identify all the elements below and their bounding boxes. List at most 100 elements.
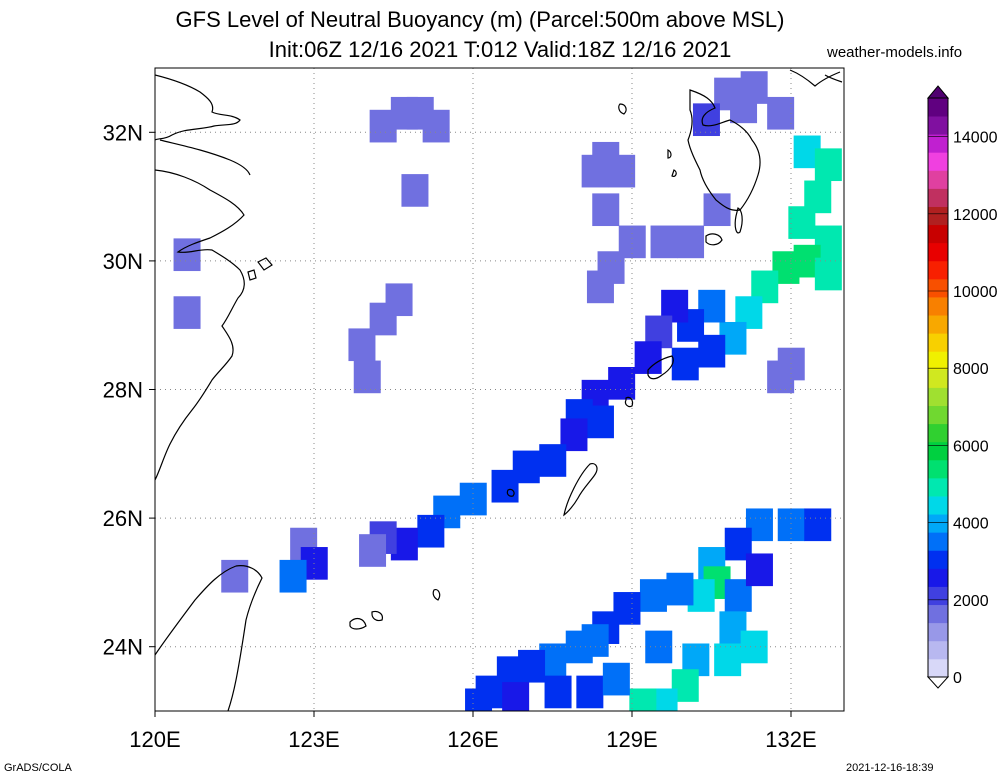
coastlines — [155, 69, 843, 711]
colorbar-segment — [928, 278, 948, 298]
colorbar-segment — [928, 423, 948, 443]
data-cell — [608, 366, 636, 400]
colorbar-segment — [928, 369, 948, 388]
data-cell — [602, 662, 630, 696]
data-cell — [459, 482, 487, 516]
tick-label-lat: 28N — [103, 378, 143, 403]
gridlines — [155, 68, 844, 711]
colorbar-segment — [928, 224, 948, 244]
colorbar-segment — [928, 351, 948, 370]
colorbar-tick-label: 14000 — [953, 130, 998, 147]
colorbar: 0 2000 4000 6000 8000 10000 12000 14000 — [926, 85, 998, 689]
coastline-shikoku — [789, 69, 841, 87]
coastline-zhoushan — [247, 257, 273, 281]
data-cell — [645, 630, 673, 664]
data-cell — [581, 154, 609, 188]
colorbar-segments — [928, 98, 948, 678]
data-cell — [740, 630, 768, 664]
island-kume — [506, 488, 515, 497]
island-jeju — [824, 74, 843, 83]
island-koshiki — [667, 149, 677, 177]
data-cell — [677, 225, 705, 259]
colorbar-segment — [928, 586, 948, 606]
colorbar-segment — [928, 387, 948, 406]
colorbar-segment — [928, 496, 948, 515]
data-cell — [539, 444, 567, 477]
data-cell — [502, 682, 530, 711]
coastline-china — [155, 74, 241, 141]
colorbar-segment — [928, 658, 948, 678]
tick-label-lat: 24N — [103, 635, 143, 660]
island-amami — [647, 355, 674, 380]
colorbar-segment — [928, 333, 948, 352]
data-cell — [544, 675, 572, 709]
data-cell — [422, 109, 450, 143]
colorbar-segment — [928, 297, 948, 316]
data-cell — [698, 334, 726, 368]
colorbar-segment — [928, 260, 948, 280]
colorbar-segment — [928, 116, 948, 135]
data-cell — [629, 688, 657, 711]
data-cell — [788, 206, 816, 239]
data-field — [173, 71, 842, 711]
colorbar-segment — [928, 188, 948, 207]
tick-label-lon: 132E — [765, 727, 816, 752]
latitude-axis: 24N 26N 28N 30N 32N — [103, 120, 155, 660]
colorbar-segment — [928, 242, 948, 262]
data-cell — [671, 347, 699, 381]
data-cell — [814, 257, 842, 291]
colorbar-segment — [928, 405, 948, 425]
colorbar-tick-label: 8000 — [953, 361, 989, 378]
data-cell — [348, 328, 376, 362]
footer-software-label: GrADS/COLA — [4, 762, 72, 774]
data-cell — [417, 514, 445, 548]
island-yakushima — [705, 233, 723, 246]
colorbar-tick-label: 4000 — [953, 516, 989, 533]
tick-label-lon: 123E — [288, 727, 339, 752]
island-miyako — [432, 589, 441, 601]
colorbar-segment — [928, 134, 948, 153]
colorbar-tick-label: 0 — [953, 670, 962, 687]
data-cell — [703, 193, 731, 227]
title-line-2: Init:06Z 12/16 2021 T:012 Valid:18Z 12/1… — [268, 37, 732, 62]
data-cell — [586, 405, 614, 439]
island-ishigaki — [349, 610, 383, 630]
data-cell — [650, 688, 678, 711]
colorbar-tick-label: 10000 — [953, 284, 998, 301]
data-cell — [173, 238, 201, 272]
island-okinawa — [563, 463, 598, 517]
data-cell — [491, 469, 519, 503]
colorbar-segment — [928, 315, 948, 334]
tick-label-lat: 32N — [103, 120, 143, 145]
data-cell — [221, 559, 249, 593]
colorbar-segment — [928, 640, 948, 660]
data-cell — [692, 103, 720, 137]
data-cell — [369, 109, 397, 143]
colorbar-segment — [928, 206, 948, 226]
colorbar-segment — [928, 550, 948, 569]
footer-timestamp: 2021-12-16-18:39 — [846, 762, 934, 774]
tick-label-lat: 26N — [103, 506, 143, 531]
data-cell — [804, 508, 832, 542]
colorbar-tick-label: 2000 — [953, 593, 989, 610]
tick-label-lon: 129E — [606, 727, 657, 752]
data-cell — [576, 675, 604, 709]
data-cell — [650, 225, 678, 259]
colorbar-segment — [928, 568, 948, 587]
colorbar-tick-label: 12000 — [953, 207, 998, 224]
data-cell — [385, 283, 413, 317]
island-tanegashima — [734, 207, 743, 234]
tick-label-lat: 30N — [103, 249, 143, 274]
data-cell — [173, 296, 201, 329]
colorbar-segment — [928, 622, 948, 642]
title-line-1: GFS Level of Neutral Buoyancy (m) (Parce… — [175, 7, 785, 32]
colorbar-min-arrow — [926, 676, 950, 689]
data-cell — [401, 174, 429, 207]
tick-label-lon: 120E — [129, 727, 180, 752]
colorbar-segment — [928, 98, 948, 117]
colorbar-segment — [928, 459, 948, 479]
data-cell — [592, 193, 620, 227]
data-cell — [279, 559, 307, 593]
colorbar-segment — [928, 441, 948, 461]
